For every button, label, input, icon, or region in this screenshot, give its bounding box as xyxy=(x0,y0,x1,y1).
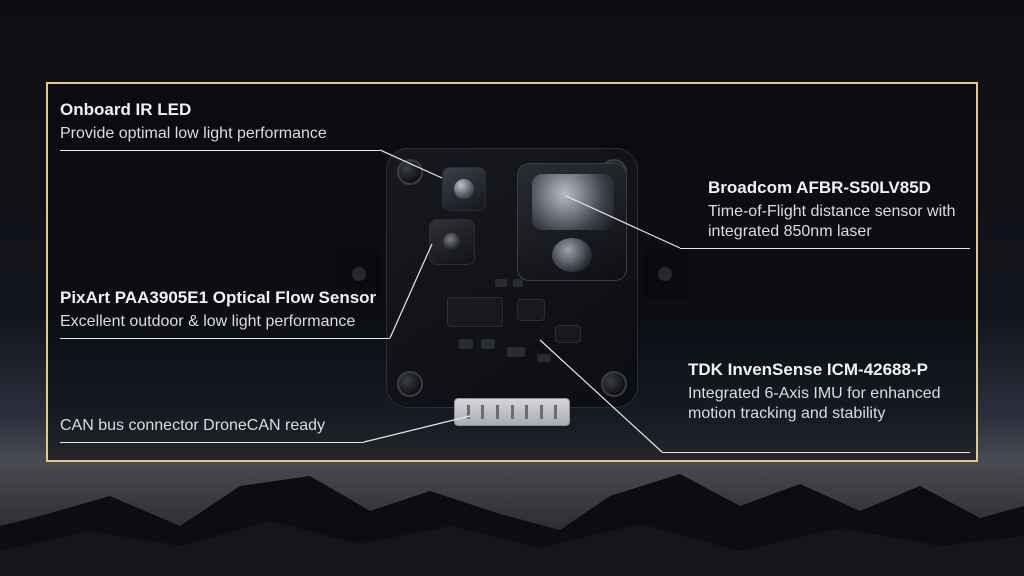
pcb-board xyxy=(386,148,638,408)
imu-chip xyxy=(555,325,581,343)
callout-broadcom: Broadcom AFBR-S50LV85D Time-of-Flight di… xyxy=(708,178,968,242)
callout-title: TDK InvenSense ICM-42688-P xyxy=(688,360,968,380)
callout-underline xyxy=(60,150,380,151)
background-rocks xyxy=(0,456,1024,576)
pcb-assembly xyxy=(366,140,658,436)
screw-hole xyxy=(601,371,627,397)
callout-desc: Integrated 6-Axis IMU for enhanced motio… xyxy=(688,384,968,424)
callout-underline xyxy=(662,452,970,453)
callout-pixart: PixArt PAA3905E1 Optical Flow Sensor Exc… xyxy=(60,288,390,332)
callout-underline xyxy=(680,248,970,249)
callout-desc: Excellent outdoor & low light performanc… xyxy=(60,312,390,332)
callout-can: CAN bus connector DroneCAN ready xyxy=(60,416,364,436)
callout-tdk: TDK InvenSense ICM-42688-P Integrated 6-… xyxy=(688,360,968,424)
callout-desc: Provide optimal low light performance xyxy=(60,124,380,144)
ic-chip xyxy=(447,297,503,327)
screw-hole xyxy=(397,159,423,185)
ic-chip xyxy=(517,299,545,321)
screw-hole xyxy=(397,371,423,397)
callout-desc: Time-of-Flight distance sensor with inte… xyxy=(708,202,968,242)
ir-led-component xyxy=(442,167,486,211)
callout-underline xyxy=(60,338,390,339)
callout-title: Onboard IR LED xyxy=(60,100,380,120)
tof-sensor-component xyxy=(517,163,627,281)
callout-underline xyxy=(60,442,364,443)
callout-desc: CAN bus connector DroneCAN ready xyxy=(60,416,364,436)
callout-ir-led: Onboard IR LED Provide optimal low light… xyxy=(60,100,380,144)
callout-title: Broadcom AFBR-S50LV85D xyxy=(708,178,968,198)
optical-flow-component xyxy=(429,219,475,265)
mount-ear-right xyxy=(642,248,688,300)
callout-title: PixArt PAA3905E1 Optical Flow Sensor xyxy=(60,288,390,308)
can-connector-component xyxy=(454,398,570,426)
